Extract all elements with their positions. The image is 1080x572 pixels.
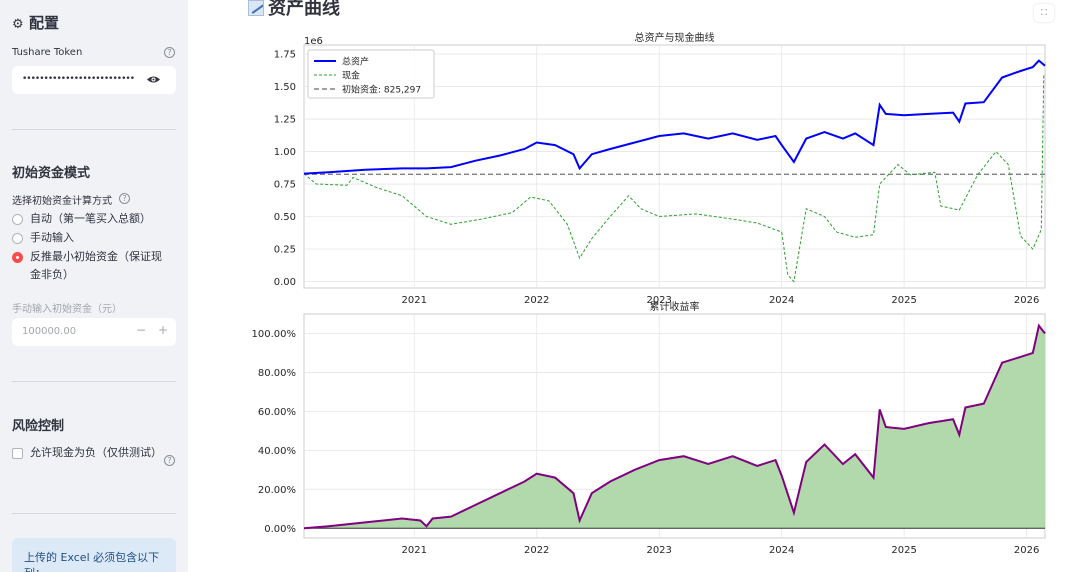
legend-box [307,49,435,99]
x-tick-label: 2023 [646,545,671,556]
divider [12,513,176,514]
chart-title: 累计收益率 [650,300,700,313]
y-tick-label: 20.00% [258,485,296,496]
divider [12,381,176,382]
y-tick-label: 0.00 [274,277,296,288]
x-tick-label: 2026 [1014,545,1039,556]
return-area [304,325,1045,529]
y-tick-label: 0.00% [264,524,296,535]
y-tick-label: 1.25 [274,115,296,126]
legend-label: 初始资金: 825,297 [342,84,421,96]
radio-label: 自动（第一笔买入总额） [30,212,151,225]
mode-option-manual[interactable]: 手动输入 [12,229,180,247]
series-line-1 [303,73,1045,283]
x-tick-label: 2024 [769,295,794,306]
x-tick-label: 2023 [646,295,671,306]
y-tick-label: 100.00% [252,329,297,340]
y-tick-label: 60.00% [258,407,296,418]
increment-button[interactable]: + [157,323,168,337]
x-tick-label: 2025 [891,295,916,306]
y-tick-label: 1.50 [274,82,296,93]
chart-trend-icon [248,0,264,16]
y-tick-label: 1.00 [274,147,296,158]
x-tick-label: 2021 [402,545,427,556]
page-title: 资产曲线 [248,0,340,20]
mode-prompt: 选择初始资金计算方式 [12,196,112,207]
capital-mode-heading: 初始资金模式 [12,166,91,181]
y-tick-label: 80.00% [258,368,296,379]
series-line-0 [303,59,1046,175]
y-tick-label: 1.75 [274,50,296,61]
chart-title: 总资产与现金曲线 [635,31,715,44]
mode-option-min-capital[interactable]: 反推最小初始资金（保证现金非负） [12,248,172,284]
excel-info-box: 上传的 Excel 必须包含以下列： [12,538,176,572]
y-tick-label: 0.25 [274,245,296,256]
checkbox-label: 允许现金为负（仅供测试） [30,446,162,459]
help-icon[interactable]: ? [164,455,175,466]
charts-figure: 0.00 0.25 0.50 0.75 1.00 1.25 1.50 1.75 2021 2022… [252,31,1046,556]
token-label: Tushare Token [12,47,83,58]
help-icon[interactable]: ? [164,47,175,58]
fullscreen-icon[interactable]: ⛶ [1034,4,1054,22]
radio-label: 反推最小初始资金（保证现金非负） [30,250,162,281]
mode-option-auto[interactable]: 自动（第一笔买入总额） [12,210,180,228]
y-tick-label: 40.00% [258,446,296,457]
x-tick-label: 2022 [524,545,549,556]
manual-capital-input[interactable]: 100000.00 − + [12,318,176,346]
main-content: 资产曲线 ⛶ 0.00 0.25 0.50 0.75 1.00 1.25 1.50 1.75 2… [188,0,1080,572]
divider [12,129,176,130]
radio-label: 手动输入 [30,231,74,244]
risk-control-heading: 风险控制 [12,419,65,434]
radio-button[interactable] [12,214,23,225]
y-tick-label: 0.50 [274,212,296,223]
y-tick-label: 0.75 [274,180,296,191]
legend-label: 总资产 [342,56,369,68]
x-tick-label: 2026 [1014,295,1039,306]
manual-capital-label: 手动输入初始资金（元） [12,304,122,315]
token-input[interactable]: •••••••••••••••••••••••••• [12,66,176,94]
return-line [303,323,1046,530]
x-tick-label: 2025 [891,545,916,556]
config-heading: ⚙ 配置 [12,14,60,32]
eye-icon[interactable] [147,75,160,84]
allow-negative-cash-checkbox[interactable]: 允许现金为负（仅供测试） [12,445,162,461]
sidebar: ⚙ 配置 Tushare Token ? ••••••••••••••••••••… [0,0,188,572]
y-offset-label: 1e6 [304,36,323,47]
legend-label: 现金 [342,70,360,82]
radio-button[interactable] [12,233,23,244]
x-tick-label: 2022 [524,295,549,306]
radio-button-selected[interactable] [12,252,23,263]
checkbox[interactable] [12,448,23,459]
token-value: •••••••••••••••••••••••••• [22,74,135,84]
x-tick-label: 2024 [769,545,794,556]
gear-icon: ⚙ [12,17,24,32]
decrement-button[interactable]: − [135,323,146,337]
manual-capital-value: 100000.00 [22,326,77,337]
x-tick-label: 2021 [402,295,427,306]
help-icon[interactable]: ? [119,193,130,204]
